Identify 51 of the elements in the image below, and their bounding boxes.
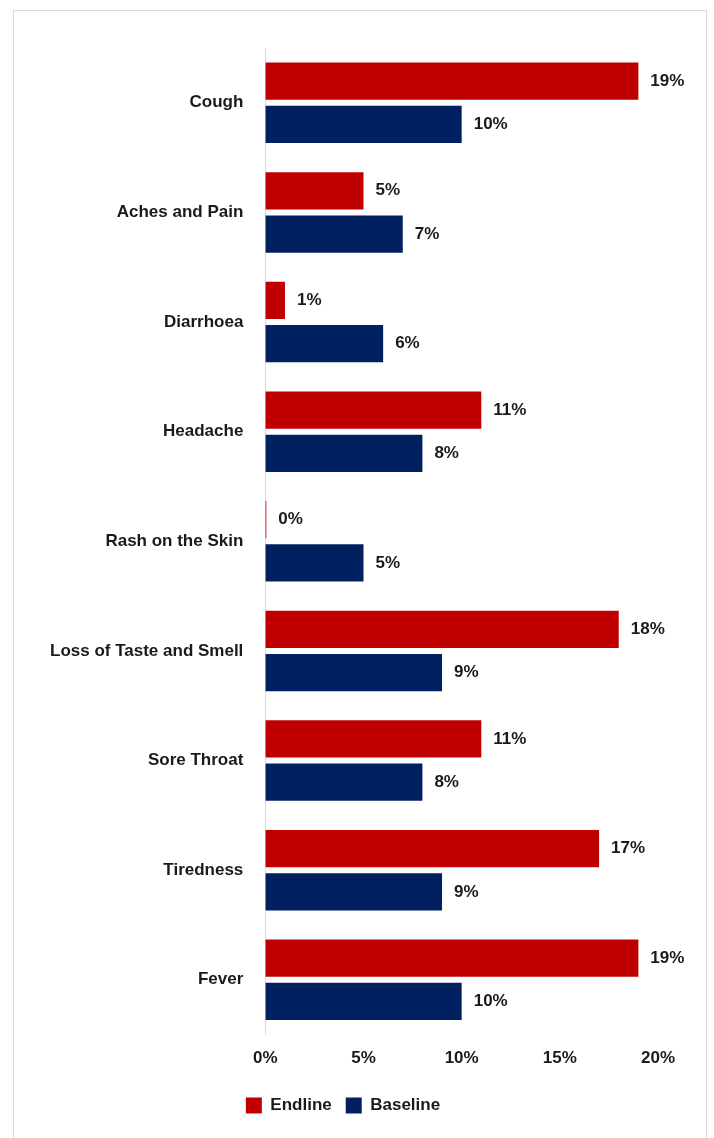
bar [265,62,639,100]
y-tick-label: Loss of Taste and Smell [50,640,244,660]
data-label: 0% [278,509,303,529]
bar [265,172,364,210]
data-label: 19% [650,947,685,967]
bar [265,653,443,692]
data-label: 19% [650,70,685,90]
x-tick-label: 5% [351,1048,376,1068]
bar [265,610,619,648]
x-tick-label: 20% [640,1048,676,1068]
bar [265,939,639,977]
data-label: 5% [375,552,401,572]
data-label: 9% [454,662,479,682]
bar [265,215,403,253]
bar [265,105,462,144]
bar [265,763,423,801]
bar [265,281,285,320]
bar [265,325,384,363]
bar [265,544,364,582]
data-label: 8% [434,443,459,463]
bar [265,873,443,911]
data-label: 6% [395,333,420,353]
legend-label: Baseline [370,1095,441,1115]
data-label: 7% [414,223,440,243]
data-label: 10% [473,114,508,134]
x-tick-label: 15% [542,1048,577,1068]
x-tick-label: 0% [253,1048,278,1068]
y-tick-label: Aches and Pain [116,202,244,222]
y-tick-label: Tiredness [163,859,244,879]
legend-label: Endline [270,1095,332,1115]
y-tick-label: Diarrhoea [163,311,244,331]
y-tick-label: Rash on the Skin [105,530,244,550]
bar [265,391,482,429]
y-tick-label: Fever [197,969,244,989]
y-tick-label: Cough [189,92,244,112]
bar [265,829,600,868]
y-tick-label: Sore Throat [147,750,244,770]
y-tick-label: Headache [163,421,244,441]
bar [265,982,462,1021]
bar [265,720,482,758]
x-tick-label: 10% [444,1048,479,1068]
data-label: 18% [630,618,665,638]
data-label: 11% [493,399,527,419]
data-label: 10% [473,991,508,1011]
data-label: 8% [434,771,459,791]
data-label: 11% [493,728,527,748]
data-label: 9% [454,881,479,901]
data-label: 1% [296,290,322,310]
data-label: 5% [375,180,401,200]
data-label: 17% [611,838,646,858]
bar [265,434,423,472]
